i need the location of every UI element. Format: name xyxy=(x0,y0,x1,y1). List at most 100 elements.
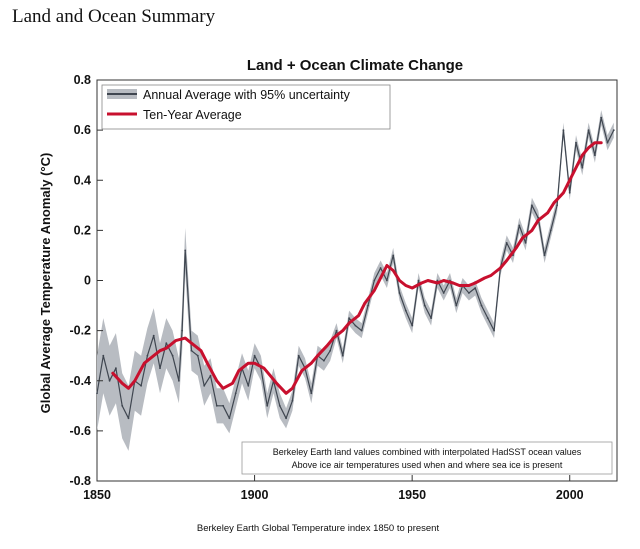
page-heading: Land and Ocean Summary xyxy=(12,6,216,27)
annotation-box: Berkeley Earth land values combined with… xyxy=(241,441,613,475)
annual-average-point xyxy=(594,154,596,157)
annual-average-point xyxy=(556,204,558,207)
ten-year-average-point xyxy=(300,369,303,372)
ten-year-average-point xyxy=(420,281,423,285)
ten-year-average-point xyxy=(474,281,477,285)
ten-year-average-point xyxy=(574,166,578,169)
ten-year-average-point xyxy=(562,191,565,194)
annual-average-point xyxy=(486,317,489,319)
ten-year-average-point xyxy=(489,274,493,277)
annual-average-point xyxy=(386,279,388,282)
ten-year-average-point xyxy=(127,387,130,390)
ten-year-average-point xyxy=(275,382,278,385)
plot-frame xyxy=(96,79,618,482)
annual-average-point xyxy=(310,392,313,395)
annotation-line-1: Berkeley Earth land values combined with… xyxy=(273,447,582,457)
ten-year-average-point xyxy=(411,286,414,290)
x-tick-label: 2000 xyxy=(556,488,584,502)
ten-year-average-point xyxy=(199,349,203,352)
annual-average-point xyxy=(606,141,609,144)
ten-year-average-point xyxy=(143,362,146,365)
ten-year-average-point xyxy=(165,347,168,350)
ten-year-average-point xyxy=(467,284,471,287)
ten-year-average-point xyxy=(247,362,250,365)
annual-average-point xyxy=(140,384,143,387)
annual-average-point xyxy=(417,279,420,282)
ten-year-average-point xyxy=(587,146,590,149)
ten-year-average-point xyxy=(316,354,319,357)
annual-average-point xyxy=(323,359,325,362)
annual-average-point xyxy=(146,354,149,357)
annual-average-point xyxy=(348,317,350,319)
annual-average-point xyxy=(329,349,332,352)
ten-year-average-point xyxy=(530,229,534,232)
ten-year-average-point xyxy=(357,314,360,317)
ten-year-average-point xyxy=(253,362,256,365)
annual-average-point xyxy=(562,129,565,132)
annual-average-point xyxy=(108,379,111,382)
ten-year-average-point xyxy=(325,344,329,347)
annual-average-point xyxy=(549,229,552,232)
chart-title: Land + Ocean Climate Change xyxy=(247,57,463,74)
annual-average-point xyxy=(379,267,382,269)
annual-average-point xyxy=(575,141,577,144)
annual-average-point xyxy=(568,191,571,194)
legend: Annual Average with 95% uncertainty Ten-… xyxy=(101,84,391,130)
annual-average-point xyxy=(518,224,521,227)
ten-year-average-point xyxy=(521,236,524,240)
x-tick-label: 1900 xyxy=(241,488,269,502)
legend-label-ten-year: Ten-Year Average xyxy=(143,108,242,122)
annual-average-point xyxy=(181,329,184,332)
annual-average-point xyxy=(297,354,300,357)
annual-average-point xyxy=(152,334,155,337)
annual-average-point xyxy=(493,329,495,332)
ten-year-average-point xyxy=(269,374,272,377)
ten-year-average-point xyxy=(451,281,455,285)
annual-average-point xyxy=(600,116,603,119)
ten-year-average-point xyxy=(363,301,367,305)
legend-label-annual: Annual Average with 95% uncertainty xyxy=(143,88,351,102)
annotation-frame xyxy=(241,441,613,475)
annual-average-point xyxy=(159,367,161,370)
y-tick-label: 0 xyxy=(84,274,91,288)
annual-average-point xyxy=(196,354,199,357)
annual-average-point xyxy=(291,399,294,402)
annual-average-point xyxy=(367,304,369,307)
annual-average-point xyxy=(436,279,439,282)
annual-average-point xyxy=(468,292,470,294)
annual-average-point xyxy=(228,417,231,420)
annual-average-point xyxy=(354,324,357,327)
annual-average-point xyxy=(543,254,546,257)
ten-year-average-point xyxy=(552,201,556,204)
annual-average-point xyxy=(285,417,287,420)
y-axis: -0.8 -0.6 -0.4 -0.2 0 0.2 0.4 0.6 0.8 xyxy=(69,73,103,488)
ten-year-average-point xyxy=(206,362,209,365)
annual-average-point xyxy=(178,379,180,382)
ten-year-average-point xyxy=(174,339,177,342)
ten-year-average-point xyxy=(505,259,508,262)
annual-average-point xyxy=(215,404,218,407)
annual-average-point xyxy=(266,404,269,407)
annual-average-point xyxy=(171,354,174,357)
annual-average-point xyxy=(505,242,508,244)
ten-year-average-point xyxy=(404,284,407,287)
ten-year-average-point xyxy=(426,279,430,282)
y-tick-label: 0.8 xyxy=(74,73,91,87)
ten-year-average-point xyxy=(158,349,162,352)
ten-year-average-point xyxy=(546,211,549,214)
y-tick-label: 0.4 xyxy=(74,173,91,187)
ten-year-average-point xyxy=(231,382,234,385)
annual-average-point xyxy=(587,129,590,132)
ten-year-average-point xyxy=(347,321,351,325)
ten-year-average-point xyxy=(442,279,445,282)
annual-average-point xyxy=(474,287,477,289)
annual-average-point xyxy=(398,292,401,294)
ten-year-average-point xyxy=(600,141,603,144)
ten-year-average-point xyxy=(483,276,486,280)
annual-average-point xyxy=(96,392,98,395)
annual-average-point xyxy=(253,354,256,357)
ten-year-average-point xyxy=(237,369,240,372)
y-tick-label: -0.2 xyxy=(69,324,91,338)
annual-average-point xyxy=(115,367,117,370)
